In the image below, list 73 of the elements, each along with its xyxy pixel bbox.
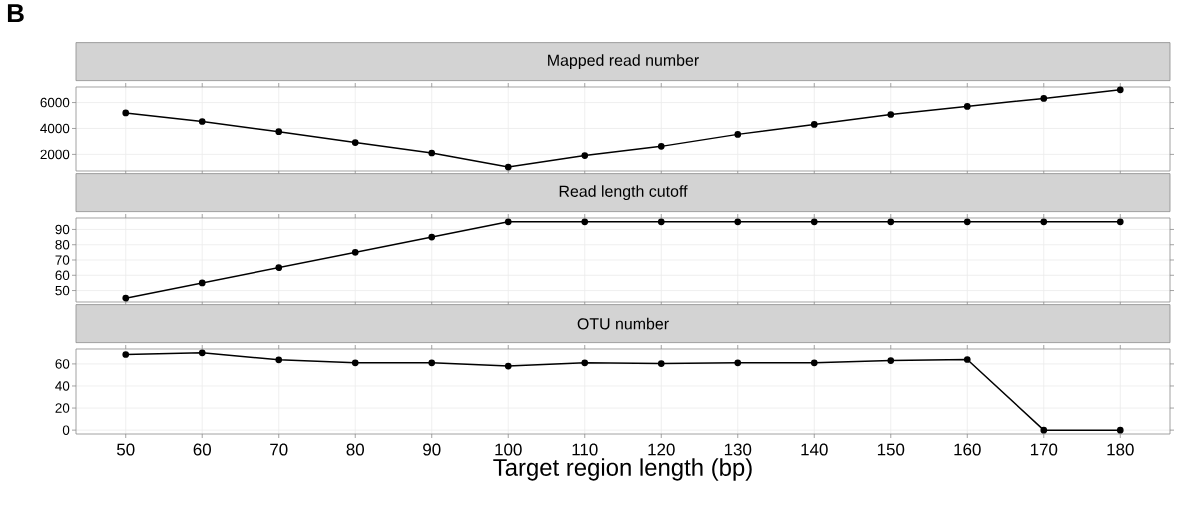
chart-title: Mapped read number — [548, 54, 699, 70]
x-tick-label: 180 — [1107, 443, 1134, 456]
x-tick-label: 130 — [724, 443, 752, 456]
point — [657, 360, 665, 367]
point — [275, 264, 283, 271]
point — [581, 218, 589, 226]
chart-title: OTU number — [577, 317, 669, 330]
point — [428, 359, 436, 367]
point — [428, 233, 436, 241]
point — [887, 218, 895, 226]
point — [1116, 426, 1124, 434]
point — [657, 143, 665, 150]
point — [198, 118, 206, 125]
y-tick-label: 4000 — [40, 123, 70, 134]
x-tick-label: 160 — [954, 443, 981, 456]
point — [504, 163, 512, 171]
x-tick-label: 150 — [877, 443, 905, 456]
text: B — [7, 4, 24, 23]
y-tick-label: 40 — [55, 381, 70, 391]
point — [963, 218, 971, 226]
point — [1040, 95, 1048, 102]
point — [198, 349, 206, 357]
y-tick-label: 60 — [55, 270, 70, 281]
chart-title: Read length cutoff — [559, 185, 688, 201]
point — [504, 218, 512, 226]
point — [275, 128, 283, 136]
y-tick-label: 0 — [62, 425, 70, 435]
x-tick-label: 60 — [193, 443, 211, 456]
point — [1040, 218, 1048, 226]
point — [1116, 86, 1124, 94]
point — [122, 109, 130, 117]
x-tick-label: 90 — [423, 443, 441, 456]
x-tick-label: 50 — [116, 443, 135, 456]
point — [810, 218, 818, 226]
x-tick-label: 120 — [648, 443, 675, 456]
y-tick-label: 20 — [55, 403, 70, 413]
y-tick-label: 90 — [55, 224, 70, 235]
y-tick-label: 60 — [55, 359, 70, 369]
point — [1116, 218, 1124, 226]
point — [351, 359, 359, 367]
point — [351, 249, 359, 256]
point — [198, 279, 206, 287]
point — [734, 359, 742, 367]
point — [963, 356, 971, 363]
x-tick-label: 140 — [801, 443, 828, 456]
point — [810, 121, 818, 128]
x-tick-label: 70 — [270, 443, 288, 456]
point — [122, 351, 130, 358]
y-tick-label: 2000 — [40, 149, 70, 160]
y-tick-label: 80 — [55, 239, 70, 250]
point — [810, 359, 818, 367]
point — [428, 149, 436, 157]
x-tick-label: 100 — [495, 443, 522, 456]
point — [734, 218, 742, 226]
y-tick-label: 70 — [55, 255, 70, 265]
point — [657, 218, 665, 226]
y-tick-label: 6000 — [40, 97, 70, 108]
x-tick-label: 110 — [572, 443, 598, 456]
x-tick-label: 80 — [346, 443, 364, 456]
y-tick-label: 50 — [55, 285, 70, 296]
point — [963, 103, 971, 110]
point — [1040, 426, 1048, 434]
point — [887, 111, 895, 118]
point — [887, 357, 895, 364]
x-axis-title: Target region length (bp) — [493, 458, 752, 481]
point — [275, 356, 283, 364]
point — [581, 152, 589, 159]
point — [504, 362, 512, 370]
point — [734, 131, 742, 138]
point — [122, 294, 130, 302]
point — [581, 359, 589, 367]
point — [351, 139, 359, 146]
x-tick-label: 170 — [1030, 443, 1058, 456]
